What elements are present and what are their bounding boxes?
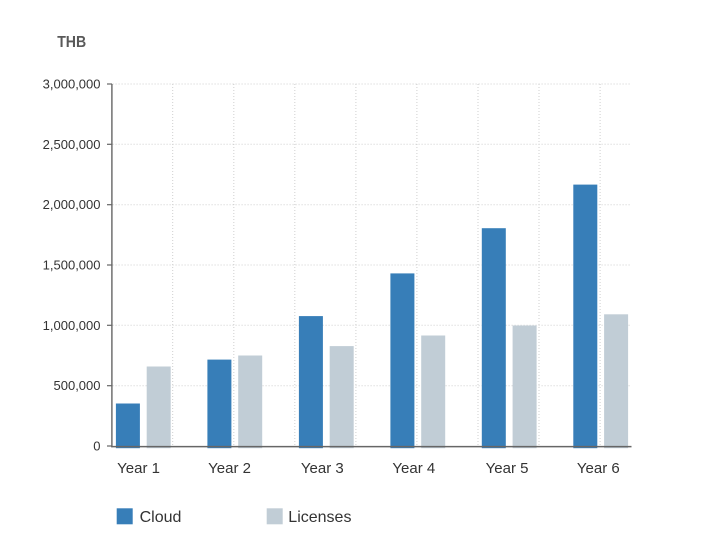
svg-text:Year 2: Year 2 xyxy=(208,460,251,477)
svg-text:500,000: 500,000 xyxy=(54,378,101,393)
svg-text:3,000,000: 3,000,000 xyxy=(43,77,101,92)
svg-text:Licenses: Licenses xyxy=(288,509,351,526)
svg-text:THB: THB xyxy=(57,34,86,51)
svg-text:Year 5: Year 5 xyxy=(486,460,529,477)
svg-text:Year 3: Year 3 xyxy=(301,460,344,477)
svg-text:2,000,000: 2,000,000 xyxy=(43,197,101,212)
svg-text:2,500,000: 2,500,000 xyxy=(43,137,101,152)
svg-text:1,000,000: 1,000,000 xyxy=(43,318,101,333)
svg-text:Year 4: Year 4 xyxy=(392,460,435,477)
svg-text:1,500,000: 1,500,000 xyxy=(43,258,101,273)
svg-text:Cloud: Cloud xyxy=(140,509,182,526)
svg-text:Year 1: Year 1 xyxy=(117,460,160,477)
svg-text:0: 0 xyxy=(93,439,100,454)
svg-text:Year 6: Year 6 xyxy=(577,460,620,477)
